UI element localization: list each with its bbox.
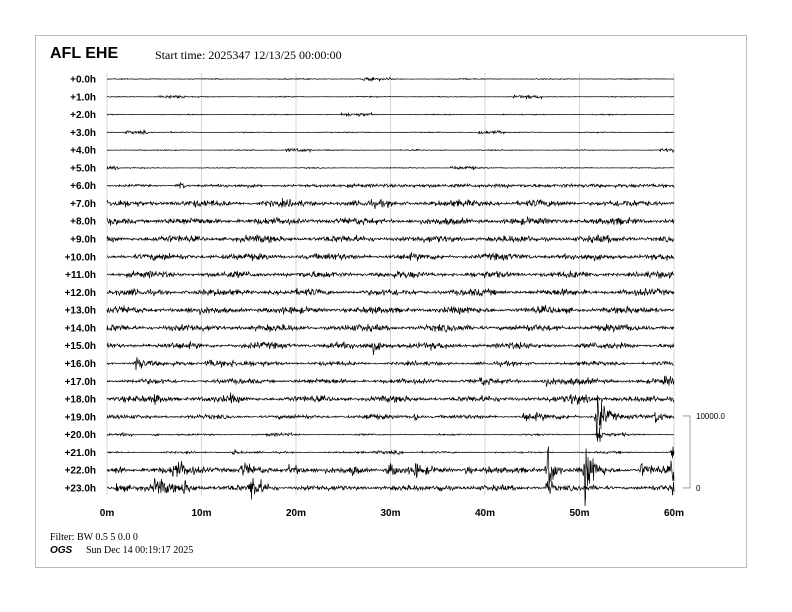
filter-info: Filter: BW 0.5 5 0.0 0 (50, 532, 138, 543)
trace-row-9 (106, 233, 675, 244)
row-label: +5.0h (70, 163, 96, 174)
trace-row-2 (106, 111, 675, 118)
trace-row-7 (106, 197, 675, 209)
row-label: +6.0h (70, 181, 96, 192)
trace-row-4 (106, 147, 675, 154)
trace-row-19 (106, 394, 675, 438)
row-label: +12.0h (65, 288, 96, 299)
row-label: +18.0h (65, 395, 96, 406)
trace-row-23 (106, 477, 675, 500)
trace-row-0 (106, 76, 675, 83)
trace-row-22 (106, 446, 675, 506)
row-label: +13.0h (65, 306, 96, 317)
row-label: +3.0h (70, 128, 96, 139)
trace-row-13 (106, 305, 675, 316)
x-tick-label: 40m (475, 508, 495, 519)
start-time: Start time: 2025347 12/13/25 00:00:00 (155, 48, 342, 62)
row-label: +2.0h (70, 110, 96, 121)
trace-row-15 (106, 340, 675, 356)
row-label: +21.0h (65, 448, 96, 459)
trace-row-16 (106, 357, 675, 371)
row-label: +14.0h (65, 323, 96, 334)
row-label: +10.0h (65, 252, 96, 263)
x-tick-label: 10m (191, 508, 211, 519)
scale-max-label: 10000.0 (696, 412, 725, 421)
station-title: AFL EHE (50, 45, 119, 62)
x-tick-label: 60m (664, 508, 684, 519)
x-tick-label: 30m (380, 508, 400, 519)
trace-row-6 (106, 181, 675, 190)
row-label: +22.0h (65, 466, 96, 477)
trace-row-12 (106, 287, 675, 297)
row-label: +1.0h (70, 92, 96, 103)
trace-row-5 (106, 165, 675, 171)
trace-row-14 (106, 323, 675, 333)
trace-row-1 (106, 94, 675, 100)
row-label: +16.0h (65, 359, 96, 370)
trace-row-17 (106, 375, 675, 387)
x-tick-label: 50m (569, 508, 589, 519)
row-label: +8.0h (70, 217, 96, 228)
row-label: +19.0h (65, 412, 96, 423)
trace-row-3 (106, 129, 675, 135)
trace-row-18 (106, 392, 675, 405)
row-label: +7.0h (70, 199, 96, 210)
row-label: +17.0h (65, 377, 96, 388)
generated-date: Sun Dec 14 00:19:17 2025 (86, 545, 194, 556)
trace-row-11 (106, 270, 675, 279)
row-label: +23.0h (65, 483, 96, 494)
row-label: +11.0h (65, 270, 96, 281)
scale-min-label: 0 (696, 484, 701, 493)
x-tick-label: 20m (286, 508, 306, 519)
trace-row-8 (106, 216, 675, 226)
row-label: +15.0h (65, 341, 96, 352)
row-label: +9.0h (70, 235, 96, 246)
trace-row-20 (106, 427, 675, 442)
plot-frame (35, 35, 747, 568)
trace-row-10 (106, 252, 675, 262)
scale-bar (683, 415, 691, 489)
row-label: +4.0h (70, 146, 96, 157)
org-logo-text: OGS (50, 545, 73, 556)
row-label: +20.0h (65, 430, 96, 441)
trace-row-21 (106, 446, 675, 459)
x-tick-label: 0m (100, 508, 115, 519)
row-label: +0.0h (70, 75, 96, 86)
